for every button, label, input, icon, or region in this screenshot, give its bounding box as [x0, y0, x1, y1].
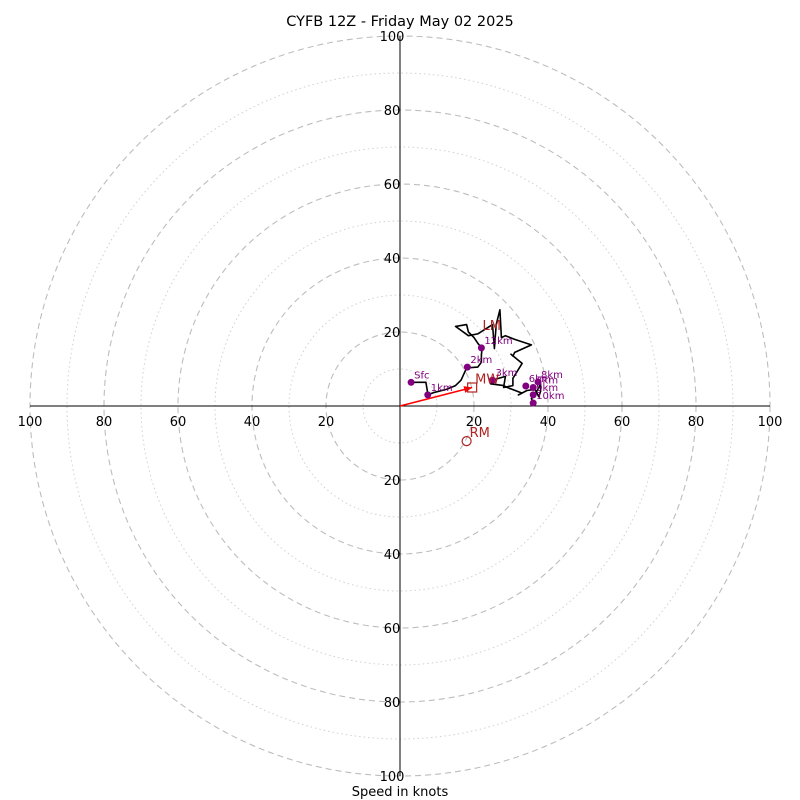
height-marker-label: 12km: [484, 336, 512, 347]
height-marker-dot: [529, 384, 537, 391]
y-tick-label-bottom: 60: [384, 622, 401, 637]
x-axis-label: Speed in knots: [352, 785, 449, 800]
height-marker-dot: [424, 391, 432, 399]
y-tick-label-bottom: 40: [384, 548, 401, 563]
height-marker-dot: [477, 344, 485, 352]
x-tick-label: 100: [758, 415, 783, 430]
chart-title: CYFB 12Z - Friday May 02 2025: [286, 14, 514, 30]
height-marker-dot: [463, 363, 471, 371]
height-marker-label: 3km: [496, 368, 518, 379]
x-tick-label: 80: [96, 415, 113, 430]
y-tick-label-bottom: 100: [380, 770, 405, 785]
x-tick-label: 20: [318, 415, 335, 430]
hodograph-trace: [411, 308, 542, 405]
height-marker-label: 10km: [536, 391, 564, 402]
hodograph-line: [411, 308, 542, 405]
height-marker-label: 9km: [536, 383, 558, 394]
height-marker-label: Sfc: [414, 370, 429, 381]
y-tick-label-top: 80: [384, 104, 401, 119]
y-tick-label-top: 60: [384, 178, 401, 193]
x-tick-label: 60: [170, 415, 187, 430]
x-tick-label: 100: [18, 415, 43, 430]
height-markers: Sfc1km2km3km6km7km8km9km10km12km: [407, 336, 564, 407]
height-marker-dot: [529, 399, 537, 407]
height-marker-label: 7km: [536, 376, 558, 387]
y-tick-label-top: 100: [380, 30, 405, 45]
tick-labels: 100 80 60 40 20 20 40 60 80 100 20 40 60 80 100 20 40 60 8…: [18, 30, 783, 785]
y-tick-label-top: 20: [384, 326, 401, 341]
height-marker-dot: [522, 382, 530, 390]
height-marker-dot: [489, 376, 496, 384]
right-mover-circle-marker: [461, 436, 472, 447]
storm-motion-label: LM: [483, 319, 501, 334]
y-tick-label-bottom: 20: [384, 474, 401, 489]
x-tick-label: 20: [466, 415, 483, 430]
height-marker-label: 1km: [431, 383, 453, 394]
x-tick-label: 40: [244, 415, 261, 430]
height-marker-label: 8km: [541, 370, 563, 381]
x-tick-label: 60: [614, 415, 631, 430]
x-tick-label: 80: [688, 415, 705, 430]
height-marker-dot: [534, 378, 542, 386]
storm-motion-markers: LM MW RM: [461, 319, 501, 447]
x-tick-label: 40: [540, 415, 557, 430]
y-tick-label-bottom: 80: [384, 696, 401, 711]
storm-motion-label: MW: [475, 373, 499, 388]
mean-wind-arrow-shaft: [399, 386, 473, 407]
y-tick-label-top: 40: [384, 252, 401, 267]
height-marker-label: 2km: [470, 355, 492, 366]
mean-wind-square-marker: [467, 382, 478, 393]
height-marker-dot: [529, 391, 537, 399]
storm-motion-label: RM: [470, 426, 490, 441]
height-marker-dot: [407, 378, 415, 386]
